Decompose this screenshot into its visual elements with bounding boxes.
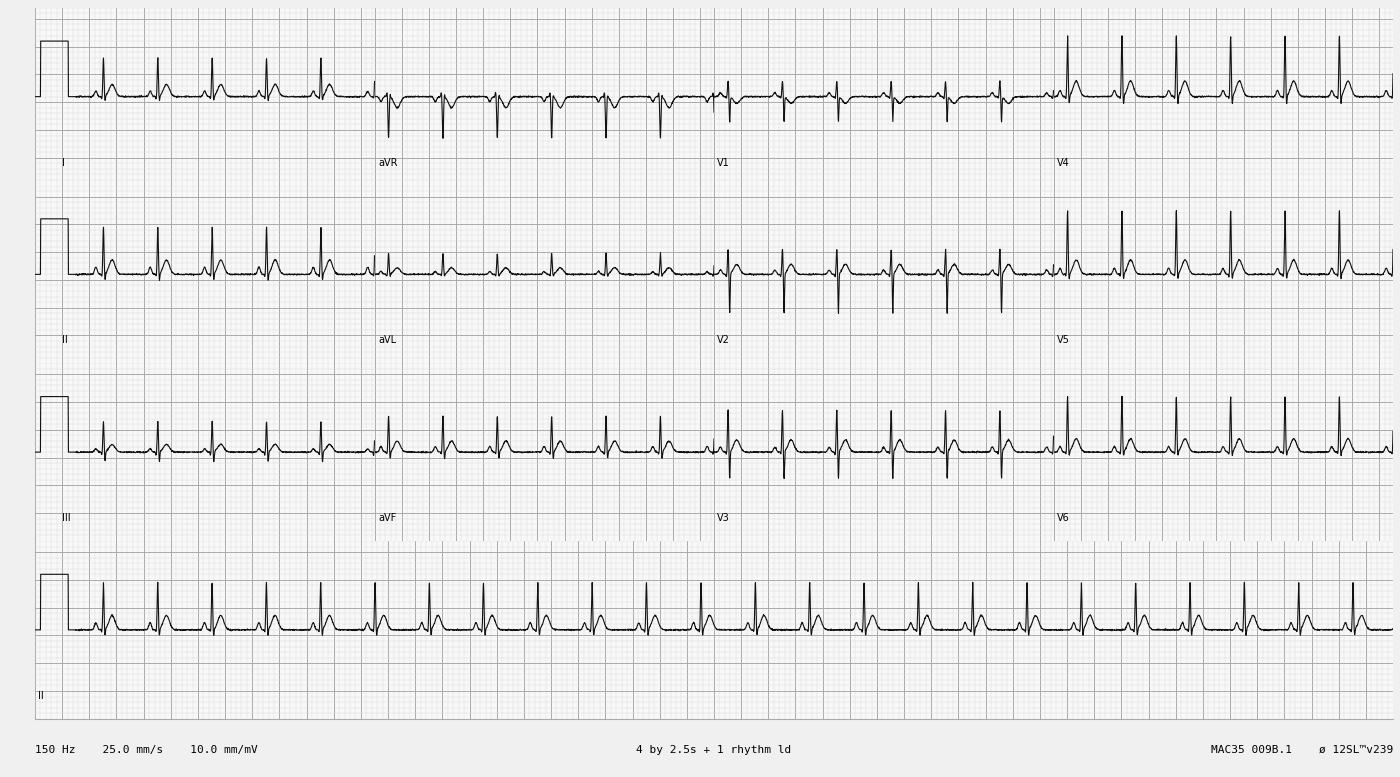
Text: 150 Hz    25.0 mm/s    10.0 mm/mV: 150 Hz 25.0 mm/s 10.0 mm/mV (35, 745, 258, 754)
Text: aVF: aVF (378, 514, 396, 523)
Text: 4 by 2.5s + 1 rhythm ld: 4 by 2.5s + 1 rhythm ld (637, 745, 791, 754)
Text: V1: V1 (717, 158, 731, 168)
Text: III: III (62, 514, 71, 523)
Text: V2: V2 (717, 336, 731, 346)
Text: aVL: aVL (378, 336, 396, 346)
Text: MAC35 009B.1    ø 12SL™v239: MAC35 009B.1 ø 12SL™v239 (1211, 745, 1393, 754)
Text: aVR: aVR (378, 158, 398, 168)
Text: V3: V3 (717, 514, 731, 523)
Text: V4: V4 (1057, 158, 1070, 168)
Text: V6: V6 (1057, 514, 1070, 523)
Text: V5: V5 (1057, 336, 1070, 346)
Text: II: II (38, 691, 43, 701)
Text: I: I (62, 158, 64, 168)
Text: II: II (62, 336, 69, 346)
